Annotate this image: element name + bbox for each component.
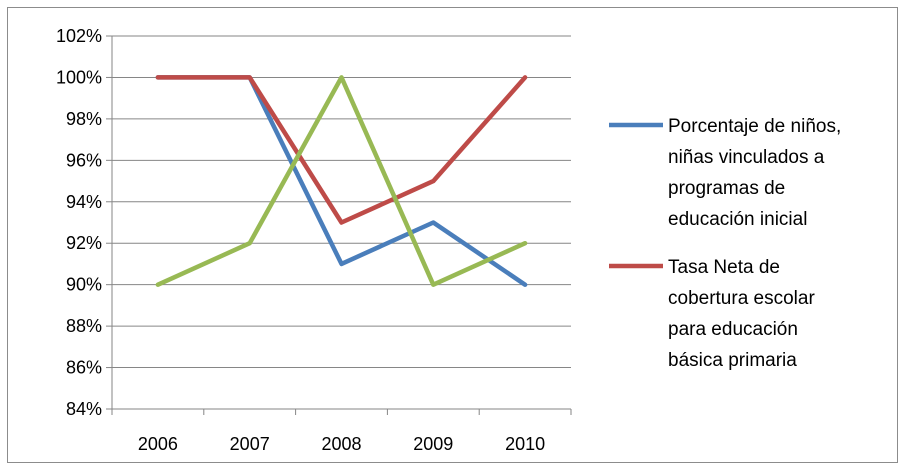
y-tick-label: 84% [66,399,102,419]
y-tick-label: 92% [66,233,102,253]
y-tick-label: 94% [66,192,102,212]
axes [106,35,572,415]
legend-label: Porcentaje de niños, [668,116,841,137]
x-tick-label: 2009 [413,434,453,454]
series-line-2 [155,75,528,287]
series-line-1 [155,75,528,225]
x-tick-label: 2006 [138,434,178,454]
series-line-0 [155,75,528,287]
y-tick-label: 96% [66,150,102,170]
legend-label: básica primaria [668,350,797,371]
series-lines [155,75,528,287]
x-tick-label: 2010 [505,434,545,454]
y-tick-label: 88% [66,316,102,336]
y-tick-label: 90% [66,275,102,295]
x-tick-label: 2008 [321,434,361,454]
legend-label: Tasa Neta de [668,257,780,278]
legend-label: para educación [668,319,798,340]
legend: Porcentaje de niños, niñas vinculados a pr… [609,116,841,371]
legend-label: educación inicial [668,209,807,230]
x-tick-labels: 2006 2007 2008 2009 2010 [138,434,545,454]
legend-label: programas de [668,178,785,199]
y-tick-labels: 84% 86% 88% 90% 92% 94% 96% 98% 100% 102% [56,26,102,419]
gridlines [112,35,571,369]
y-tick-label: 98% [66,109,102,129]
y-tick-label: 100% [56,67,102,87]
y-tick-label: 86% [66,358,102,378]
x-tick-label: 2007 [230,434,270,454]
legend-label: cobertura escolar [668,288,815,309]
y-tick-label: 102% [56,26,102,46]
legend-label: niñas vinculados a [668,147,825,168]
